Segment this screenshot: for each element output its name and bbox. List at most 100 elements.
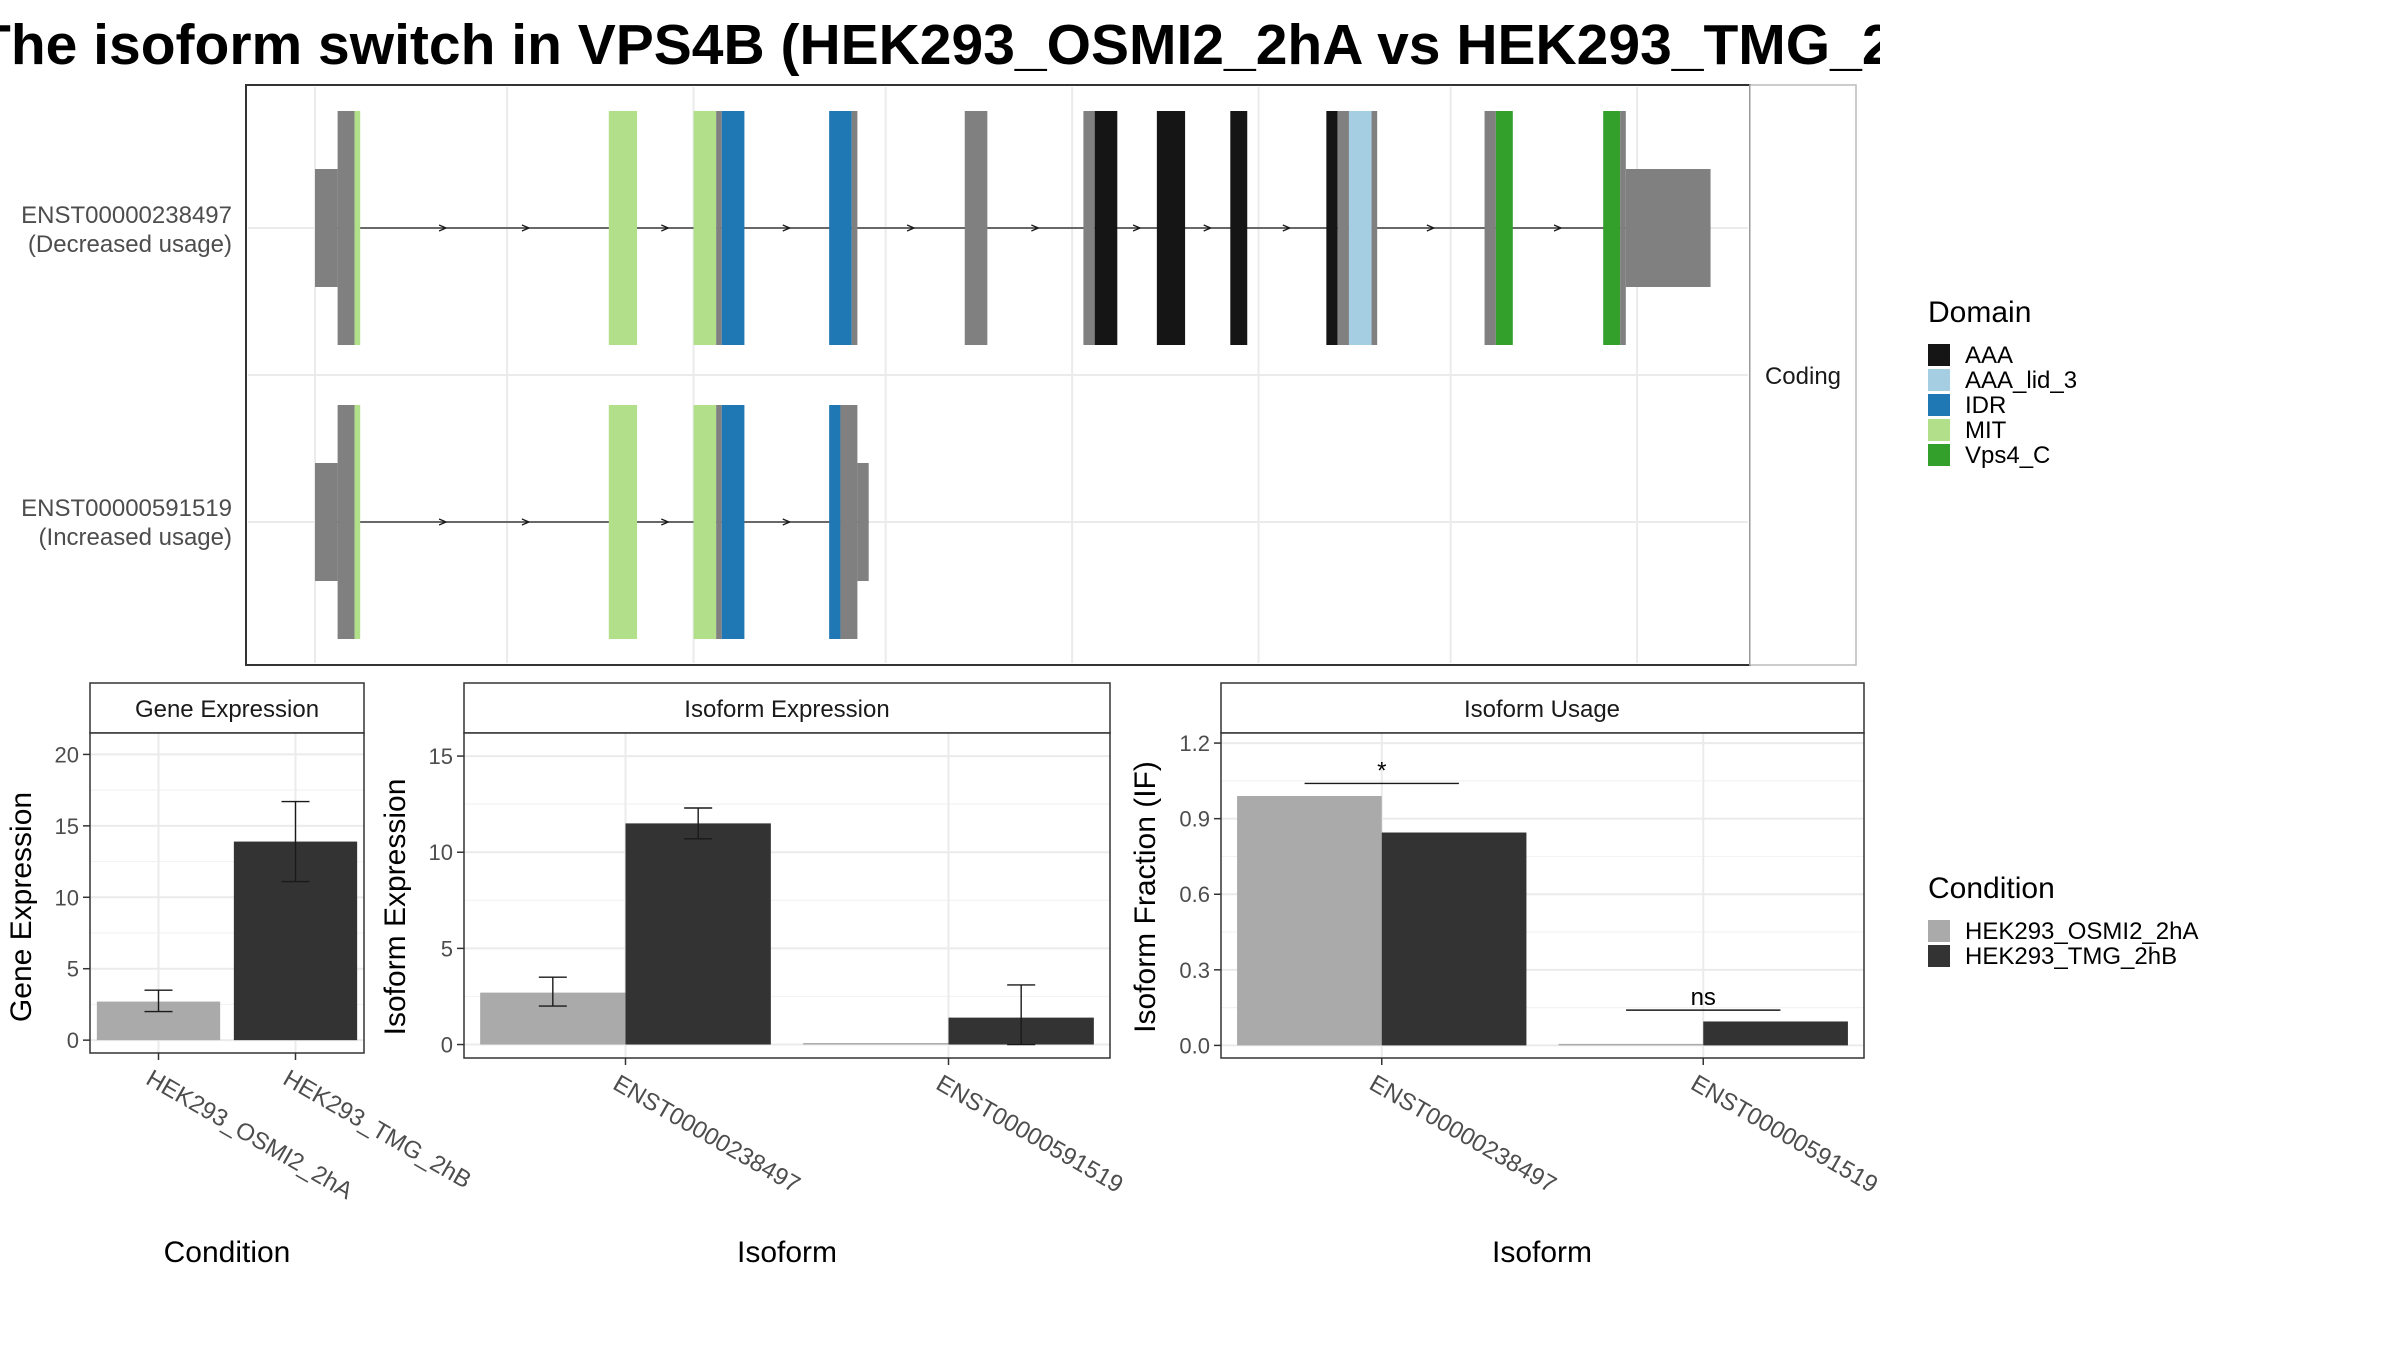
condition-legend: Condition HEK293_OSMI2_2hA HEK293_TMG_2h… — [1928, 872, 2198, 970]
transcript-panel: Coding ENST00000238497 (Decreased usage)… — [21, 84, 1857, 666]
gene-expression-x-title: Condition — [164, 1236, 291, 1269]
exon-segment-vps4-c — [1603, 111, 1621, 345]
intron-arrow — [782, 224, 792, 232]
x-tick-label: ENST00000591519 — [932, 1070, 1128, 1199]
intron-arrow — [521, 518, 531, 526]
isoform-expression-panel: Isoform Expression 0 5 10 15 ENST00000238497… — [379, 682, 1128, 1269]
isoform-usage-y-title: Isoform Fraction (IF) — [1129, 761, 1162, 1033]
exon-segment-mit — [693, 405, 717, 639]
legend-key-aaa — [1928, 344, 1950, 366]
transcript-id-1: ENST00000238497 — [21, 202, 232, 229]
y-tick-label: 0.6 — [1179, 882, 1210, 907]
isoform-expression-x-title: Isoform — [737, 1236, 837, 1269]
bar — [803, 1043, 949, 1045]
exon-segment-aaa — [1326, 111, 1338, 345]
exon-segment-cds — [337, 111, 355, 345]
exon-segment-cds — [337, 405, 355, 639]
isoform-usage-strip-label: Isoform Usage — [1464, 696, 1620, 723]
facet-strip-label: Coding — [1765, 363, 1841, 390]
page-title: The isoform switch in VPS4B (HEK293_OSMI… — [0, 0, 1880, 90]
y-tick-label: 0.3 — [1179, 958, 1210, 983]
isoform-expression-y-title: Isoform Expression — [379, 779, 412, 1036]
intron-arrow — [661, 518, 670, 526]
exon-segment-idr — [829, 111, 852, 345]
gene-expression-strip — [89, 682, 365, 734]
y-tick-label: 5 — [67, 957, 79, 982]
legend-key-condition-a — [1928, 920, 1950, 942]
transcript-usage-1: (Decreased usage) — [28, 231, 232, 258]
y-tick-label: 1.2 — [1179, 731, 1210, 756]
intron-arrow — [1203, 224, 1213, 232]
exon-segment-aaa — [1230, 111, 1248, 345]
intron-arrow — [782, 518, 792, 526]
y-tick-label: 10 — [55, 885, 79, 910]
exon-segment-cds — [1484, 111, 1496, 345]
exon-segment-idr — [829, 405, 841, 639]
exon-segment-cds — [964, 111, 988, 345]
intron-arrow — [521, 224, 531, 232]
y-tick-label: 0 — [67, 1028, 79, 1053]
exon-segment-aaa-lid-3 — [1348, 111, 1372, 345]
significance-label: * — [1377, 757, 1386, 784]
exon-segment-mit — [608, 405, 638, 639]
exon-segment-cds — [716, 405, 722, 639]
y-tick-label: 15 — [55, 814, 79, 839]
y-tick-label: 10 — [429, 840, 453, 865]
intron-arrow — [438, 224, 448, 232]
exon-segment-utr — [315, 463, 338, 581]
x-tick-label: ENST00000591519 — [1686, 1070, 1882, 1199]
legend-key-vps4-c — [1928, 444, 1950, 466]
y-tick-label: 0.0 — [1179, 1033, 1210, 1058]
legend-key-condition-b — [1928, 945, 1950, 967]
transcript-usage-2: (Increased usage) — [39, 524, 232, 551]
intron-arrow — [1132, 224, 1142, 232]
isoform-usage-panel: Isoform Usage 0.0 0.3 0.6 0.9 1.2 ENST0000023… — [1129, 682, 1882, 1269]
exon-segment-utr — [315, 169, 338, 287]
y-tick-label: 20 — [55, 742, 79, 767]
x-tick-label: ENST00000238497 — [609, 1070, 805, 1199]
exon-segment-cds — [1371, 111, 1378, 345]
intron-arrow — [1553, 224, 1563, 232]
exon-segment-mit — [354, 405, 361, 639]
intron-arrow — [1282, 224, 1292, 232]
y-tick-label: 0.9 — [1179, 807, 1210, 832]
exon-segment-mit — [354, 111, 361, 345]
x-tick-label: ENST00000238497 — [1365, 1070, 1561, 1199]
legend-label-idr: IDR — [1965, 392, 2006, 419]
exon-segment-idr — [721, 111, 745, 345]
domain-legend-title: Domain — [1928, 296, 2031, 329]
isoform-expression-plot: 0 5 10 15 ENST00000238497 ENST00000591519 — [429, 732, 1128, 1199]
bar — [625, 823, 771, 1045]
intron-arrow — [1031, 224, 1041, 232]
legend-label-vps4-c: Vps4_C — [1965, 442, 2050, 469]
transcript-id-2: ENST00000591519 — [21, 495, 232, 522]
plot-border — [1220, 732, 1865, 1059]
bar — [1558, 1043, 1704, 1046]
exon-segment-cds — [851, 111, 858, 345]
intron-arrow — [438, 518, 448, 526]
exon-segment-mit — [608, 111, 638, 345]
exon-segment-idr — [721, 405, 745, 639]
exon-segment-vps4-c — [1495, 111, 1513, 345]
significance-label: ns — [1691, 984, 1716, 1011]
exon-segment-cds — [1083, 111, 1095, 345]
isoform-expression-strip-label: Isoform Expression — [684, 696, 889, 723]
gene-expression-y-title: Gene Expression — [5, 792, 38, 1022]
intron-arrow — [661, 224, 670, 232]
exon-segment-aaa — [1156, 111, 1186, 345]
exon-segment-mit — [693, 111, 717, 345]
exon-segment-utr — [857, 463, 869, 581]
exon-segment-cds — [840, 405, 858, 639]
title-text: The isoform switch in VPS4B (HEK293_OSMI… — [0, 13, 1880, 77]
bar — [1381, 832, 1527, 1046]
condition-legend-title: Condition — [1928, 872, 2055, 905]
y-tick-label: 15 — [429, 744, 453, 769]
exon-segment-cds — [1337, 111, 1349, 345]
transcript-label-1: ENST00000238497 (Decreased usage) — [21, 202, 232, 258]
isoform-expression-strip — [463, 682, 1111, 734]
transcript-marks — [315, 111, 1711, 639]
bar — [1237, 795, 1382, 1046]
isoform-usage-strip — [1220, 682, 1865, 734]
